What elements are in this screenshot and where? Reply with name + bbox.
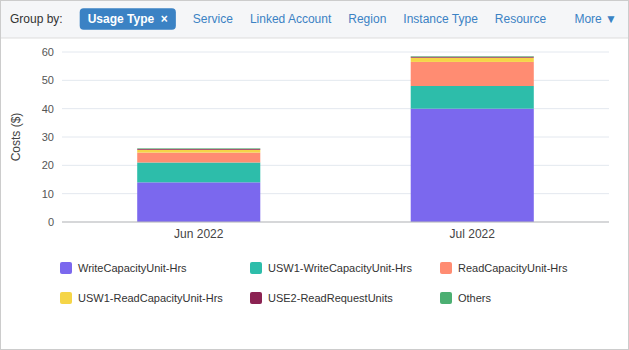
chart-root: Group by: Usage Type × Service Linked Accou… bbox=[0, 0, 629, 350]
bar-segment bbox=[411, 56, 534, 58]
header-nav-item[interactable]: Service bbox=[193, 12, 233, 26]
series-bars bbox=[137, 56, 534, 149]
header-background bbox=[0, 0, 629, 38]
legend-item: Others bbox=[440, 292, 492, 304]
legend-item: ReadCapacityUnit-Hrs bbox=[440, 262, 568, 274]
bar-segment bbox=[411, 58, 534, 62]
bar-segment bbox=[137, 148, 260, 150]
y-tick-label: 30 bbox=[42, 131, 54, 143]
legend-label: USW1-ReadCapacityUnit-Hrs bbox=[78, 292, 223, 304]
y-tick-label: 50 bbox=[42, 74, 54, 86]
series-bars bbox=[137, 109, 534, 222]
legend-item: WriteCapacityUnit-Hrs bbox=[60, 262, 187, 274]
bar-segment bbox=[411, 86, 534, 109]
y-tick-label: 40 bbox=[42, 103, 54, 115]
legend-label: USW1-WriteCapacityUnit-Hrs bbox=[268, 262, 413, 274]
grid-line bbox=[62, 222, 609, 223]
grid-line bbox=[62, 52, 609, 53]
y-tick-label: 10 bbox=[42, 188, 54, 200]
legend-swatch bbox=[60, 262, 72, 274]
y-tick-label: 20 bbox=[42, 159, 54, 171]
y-ticks: 0 10 20 30 40 50 60 bbox=[42, 46, 54, 228]
header-nav-item[interactable]: Instance Type bbox=[403, 12, 478, 26]
header-label: Group by: bbox=[10, 12, 63, 26]
legend: WriteCapacityUnit-Hrs USW1-WriteCapacityU… bbox=[60, 262, 568, 304]
bar-segment bbox=[137, 153, 260, 163]
header-separator bbox=[0, 38, 629, 39]
series-bars bbox=[137, 86, 534, 182]
bar-segment bbox=[137, 163, 260, 183]
header-nav-item[interactable]: Region bbox=[348, 12, 386, 26]
y-tick-label: 0 bbox=[48, 216, 54, 228]
x-tick-label: Jul 2022 bbox=[450, 227, 496, 241]
bar-segment bbox=[137, 150, 260, 153]
legend-swatch bbox=[440, 292, 452, 304]
header-nav-item[interactable]: Linked Account bbox=[250, 12, 332, 26]
badge-background bbox=[80, 8, 176, 30]
series-bars bbox=[137, 57, 534, 150]
legend-swatch bbox=[440, 262, 452, 274]
y-axis-label: Costs ($) bbox=[9, 113, 23, 162]
bar-segment bbox=[137, 148, 260, 150]
legend-label: Others bbox=[458, 292, 492, 304]
frame bbox=[1, 1, 629, 350]
header: Group by: Usage Type × Service Linked Accou… bbox=[10, 8, 617, 30]
header-more[interactable]: More ▼ bbox=[574, 12, 617, 26]
bar-segment bbox=[411, 62, 534, 86]
badge-label: Usage Type × bbox=[88, 12, 168, 26]
bar-segment bbox=[137, 182, 260, 222]
series-bars bbox=[137, 58, 534, 153]
x-axis-line bbox=[62, 222, 609, 223]
bar-segment bbox=[411, 109, 534, 222]
legend-item: USW1-WriteCapacityUnit-Hrs bbox=[250, 262, 413, 274]
series-bars bbox=[137, 62, 534, 163]
group-badge[interactable]: Usage Type × bbox=[80, 8, 176, 30]
legend-swatch bbox=[60, 292, 72, 304]
legend-item: USW1-ReadCapacityUnit-Hrs bbox=[60, 292, 223, 304]
y-grid bbox=[62, 52, 609, 222]
legend-label: ReadCapacityUnit-Hrs bbox=[458, 262, 568, 274]
bar-segment bbox=[411, 56, 534, 58]
legend-label: WriteCapacityUnit-Hrs bbox=[78, 262, 187, 274]
header-nav-item[interactable]: Resource bbox=[495, 12, 547, 26]
y-tick-label: 60 bbox=[42, 46, 54, 58]
legend-swatch bbox=[250, 262, 262, 274]
bars bbox=[137, 56, 534, 222]
legend-swatch bbox=[250, 292, 262, 304]
x-ticks: Jun 2022 Jul 2022 bbox=[174, 227, 495, 241]
x-tick-label: Jun 2022 bbox=[174, 227, 224, 241]
legend-label: USE2-ReadRequestUnits bbox=[268, 292, 393, 304]
legend-item: USE2-ReadRequestUnits bbox=[250, 292, 393, 304]
